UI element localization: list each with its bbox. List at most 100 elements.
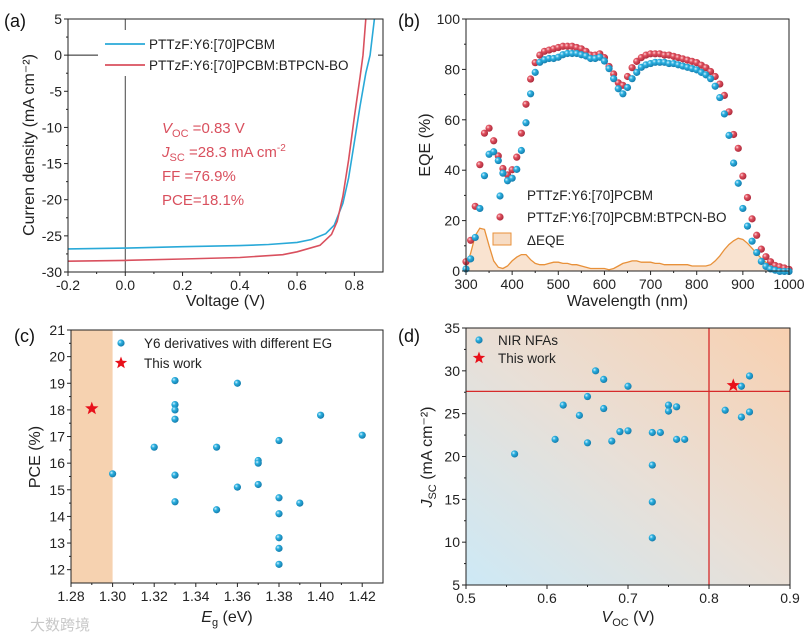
y-tick-label: -5 bbox=[50, 83, 63, 99]
y-axis-title: EQE (%) bbox=[417, 113, 434, 176]
x-tick-label: 900 bbox=[731, 276, 755, 292]
eqe-point-blue bbox=[716, 93, 724, 102]
y-tick-label: 0 bbox=[452, 263, 460, 279]
x-tick-label: 0.4 bbox=[230, 277, 250, 293]
annotation-subscript: OC bbox=[172, 128, 189, 140]
legend-label: PTTzF:Y6:[70]PCBM bbox=[149, 37, 275, 52]
data-point bbox=[664, 407, 673, 415]
eqe-point-red bbox=[743, 193, 752, 202]
eqe-point-blue bbox=[628, 75, 636, 83]
x-tick-label: 0.7 bbox=[618, 590, 638, 606]
data-point bbox=[624, 427, 632, 435]
y-tick-label: 14 bbox=[49, 508, 65, 524]
eqe-point-red bbox=[490, 137, 498, 145]
x-tick-label: 800 bbox=[685, 276, 709, 292]
data-point bbox=[583, 439, 592, 447]
eqe-point-blue bbox=[476, 204, 484, 213]
data-point bbox=[592, 367, 600, 375]
x-tick-label: 0.2 bbox=[173, 277, 193, 293]
eqe-point-red bbox=[748, 215, 756, 223]
panel-label: (b) bbox=[398, 11, 420, 31]
eqe-point-red bbox=[522, 100, 530, 108]
legend-label: Y6 derivatives with different EG bbox=[144, 336, 332, 351]
eqe-point-red bbox=[628, 64, 636, 72]
plot-frame bbox=[70, 329, 384, 584]
annotation-subscript: SC bbox=[170, 152, 185, 164]
eqe-point-blue bbox=[706, 75, 715, 83]
eqe-point-blue bbox=[623, 83, 632, 92]
y-tick-label: 100 bbox=[437, 11, 461, 27]
eqe-point-red bbox=[753, 231, 761, 239]
x-tick-label: 1.28 bbox=[57, 588, 84, 604]
axis-title-unit: (eV) bbox=[218, 609, 253, 626]
legend-marker-dot bbox=[475, 336, 483, 344]
axis-title-unit: (mA cm⁻²) bbox=[419, 406, 436, 484]
jv-curve-red bbox=[67, 18, 367, 262]
data-point bbox=[233, 379, 241, 387]
eqe-point-blue bbox=[480, 172, 489, 180]
y-tick-label: 15 bbox=[49, 482, 65, 498]
eqe-point-blue bbox=[610, 75, 618, 83]
data-point bbox=[648, 461, 656, 469]
y-tick-label: 12 bbox=[49, 562, 65, 578]
legend-label: This work bbox=[144, 356, 202, 371]
y-axis-title: JSC (mA cm⁻²) bbox=[419, 406, 439, 508]
panel-c: 1.28 1.30 1.32 1.34 1.36 1.38 1.40 1.42 12 13 14 15… bbox=[14, 322, 384, 629]
y-tick-label: -30 bbox=[42, 264, 62, 280]
legend-marker-blue bbox=[496, 192, 504, 200]
x-tick-label: -0.2 bbox=[56, 277, 80, 293]
eqe-point-blue bbox=[720, 110, 729, 118]
data-point bbox=[648, 498, 656, 506]
data-point bbox=[673, 403, 681, 411]
panel-label: (a) bbox=[4, 11, 26, 31]
data-point bbox=[608, 437, 616, 445]
data-point bbox=[171, 471, 179, 479]
y-tick-label: 13 bbox=[49, 535, 65, 551]
annotation: JSC =28.3 mA cm-2 bbox=[161, 143, 286, 164]
data-point bbox=[648, 534, 656, 542]
axis-title-symbol: J bbox=[419, 499, 436, 509]
eqe-point-blue bbox=[614, 85, 622, 93]
eqe-point-red bbox=[480, 129, 489, 137]
data-point bbox=[275, 560, 283, 568]
x-tick-label: 1.32 bbox=[141, 588, 168, 604]
legend-marker-star bbox=[472, 351, 486, 364]
data-point bbox=[583, 392, 592, 401]
y-axis-title: Curren density (mA cm⁻²) bbox=[21, 54, 38, 236]
eqe-point-blue bbox=[499, 169, 507, 177]
data-point bbox=[171, 415, 179, 423]
data-point bbox=[656, 428, 665, 437]
eqe-point-blue bbox=[730, 159, 738, 167]
plot-frame bbox=[465, 18, 790, 272]
eqe-point-blue bbox=[725, 131, 733, 139]
axis-title-subscript: OC bbox=[612, 617, 629, 629]
y-tick-label: 5 bbox=[452, 577, 460, 593]
x-tick-label: 400 bbox=[500, 276, 524, 292]
delta-eqe-area bbox=[466, 228, 789, 271]
x-tick-label: 0.9 bbox=[780, 590, 800, 606]
eqe-point-blue bbox=[494, 156, 502, 165]
y-tick-label: 5 bbox=[54, 11, 62, 27]
data-point bbox=[737, 382, 746, 390]
data-point bbox=[510, 450, 519, 458]
data-point bbox=[275, 494, 283, 502]
y-tick-label: 16 bbox=[49, 455, 65, 471]
data-point bbox=[648, 428, 656, 437]
y-tick-label: -15 bbox=[42, 156, 62, 172]
eqe-point-red bbox=[476, 161, 484, 169]
data-point bbox=[559, 401, 567, 409]
annotation-symbol: V bbox=[162, 120, 174, 137]
data-point bbox=[721, 406, 729, 414]
x-tick-label: 1.38 bbox=[265, 588, 292, 604]
y-tick-label: -10 bbox=[42, 119, 62, 135]
data-point bbox=[150, 443, 158, 451]
x-tick-label: 500 bbox=[547, 276, 571, 292]
x-axis-title: Wavelength (nm) bbox=[567, 293, 688, 310]
data-point bbox=[275, 436, 283, 445]
eqe-point-blue bbox=[743, 222, 752, 230]
legend-marker-dot bbox=[117, 339, 125, 347]
data-point bbox=[616, 428, 624, 436]
x-tick-label: 1000 bbox=[773, 276, 804, 292]
eqe-point-blue bbox=[757, 257, 765, 265]
